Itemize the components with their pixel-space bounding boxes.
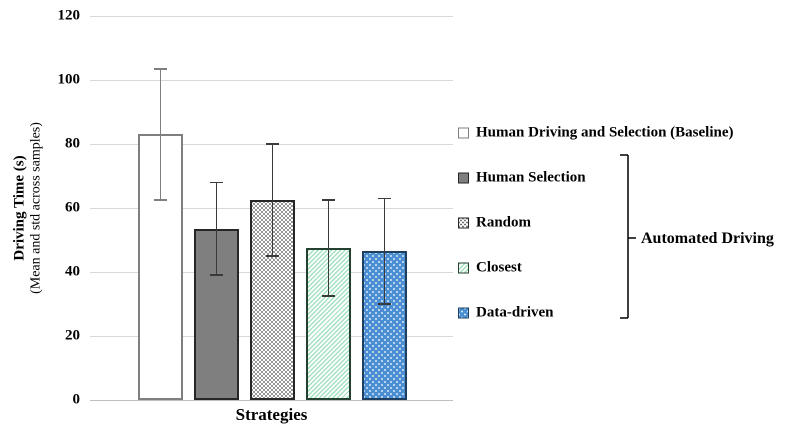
y-tick-120: 120 <box>57 7 81 24</box>
plot-area <box>90 16 453 401</box>
y-tick-60: 60 <box>65 199 80 216</box>
y-tick-40: 40 <box>65 263 80 280</box>
error-cap-low-closest <box>322 295 335 297</box>
legend-swatch-data-driven-icon <box>458 307 469 319</box>
legend-label-random: Random <box>476 214 532 231</box>
legend-swatch-human-driving-and-selection-baseline-icon <box>458 127 469 139</box>
error-cap-low-data-driven <box>378 303 391 305</box>
error-cap-high-human-selection <box>210 181 223 184</box>
error-bar-closest <box>327 200 330 296</box>
error-cap-high-random <box>266 143 279 145</box>
legend-label-human-selection: Human Selection <box>476 169 586 186</box>
error-cap-low-human-driving-and-selection-baseline <box>154 199 167 201</box>
error-cap-low-random <box>266 255 279 257</box>
y-tick-80: 80 <box>65 135 80 152</box>
x-axis-title: Strategies <box>235 405 308 424</box>
error-cap-high-closest <box>322 199 335 201</box>
legend-swatch-human-selection-icon <box>458 172 469 184</box>
error-cap-high-human-driving-and-selection-baseline <box>154 68 167 70</box>
gridline-100 <box>90 80 453 81</box>
legend-item-random: Random <box>458 215 531 232</box>
error-bar-human-driving-and-selection-baseline <box>159 68 162 200</box>
error-bar-random <box>271 144 274 256</box>
bracket-label: Automated Driving <box>641 230 774 247</box>
legend-item-data-driven: Data-driven <box>458 305 554 322</box>
legend-item-closest: Closest <box>458 260 522 277</box>
error-bar-data-driven <box>383 198 386 304</box>
legend-swatch-closest-icon <box>458 262 469 274</box>
legend-label-closest: Closest <box>476 259 522 276</box>
gridline-120 <box>90 16 453 17</box>
y-axis-title-main: Driving Time (s) <box>11 155 28 261</box>
error-cap-high-data-driven <box>378 197 391 200</box>
legend-swatch-random-icon <box>458 217 469 229</box>
automated-driving-bracket-icon <box>620 154 636 319</box>
y-tick-20: 20 <box>65 327 80 344</box>
legend-label-data-driven: Data-driven <box>476 304 554 321</box>
legend-item-human-driving-and-selection-baseline: Human Driving and Selection (Baseline) <box>458 125 734 142</box>
y-tick-0: 0 <box>72 391 81 408</box>
error-cap-low-human-selection <box>210 274 223 276</box>
x-axis-line <box>90 400 453 401</box>
y-tick-100: 100 <box>57 71 81 88</box>
legend-item-human-selection: Human Selection <box>458 170 586 187</box>
error-bar-human-selection <box>215 182 218 276</box>
legend-label-human-driving-and-selection-baseline: Human Driving and Selection (Baseline) <box>476 124 734 141</box>
bar-human-selection <box>194 228 239 400</box>
